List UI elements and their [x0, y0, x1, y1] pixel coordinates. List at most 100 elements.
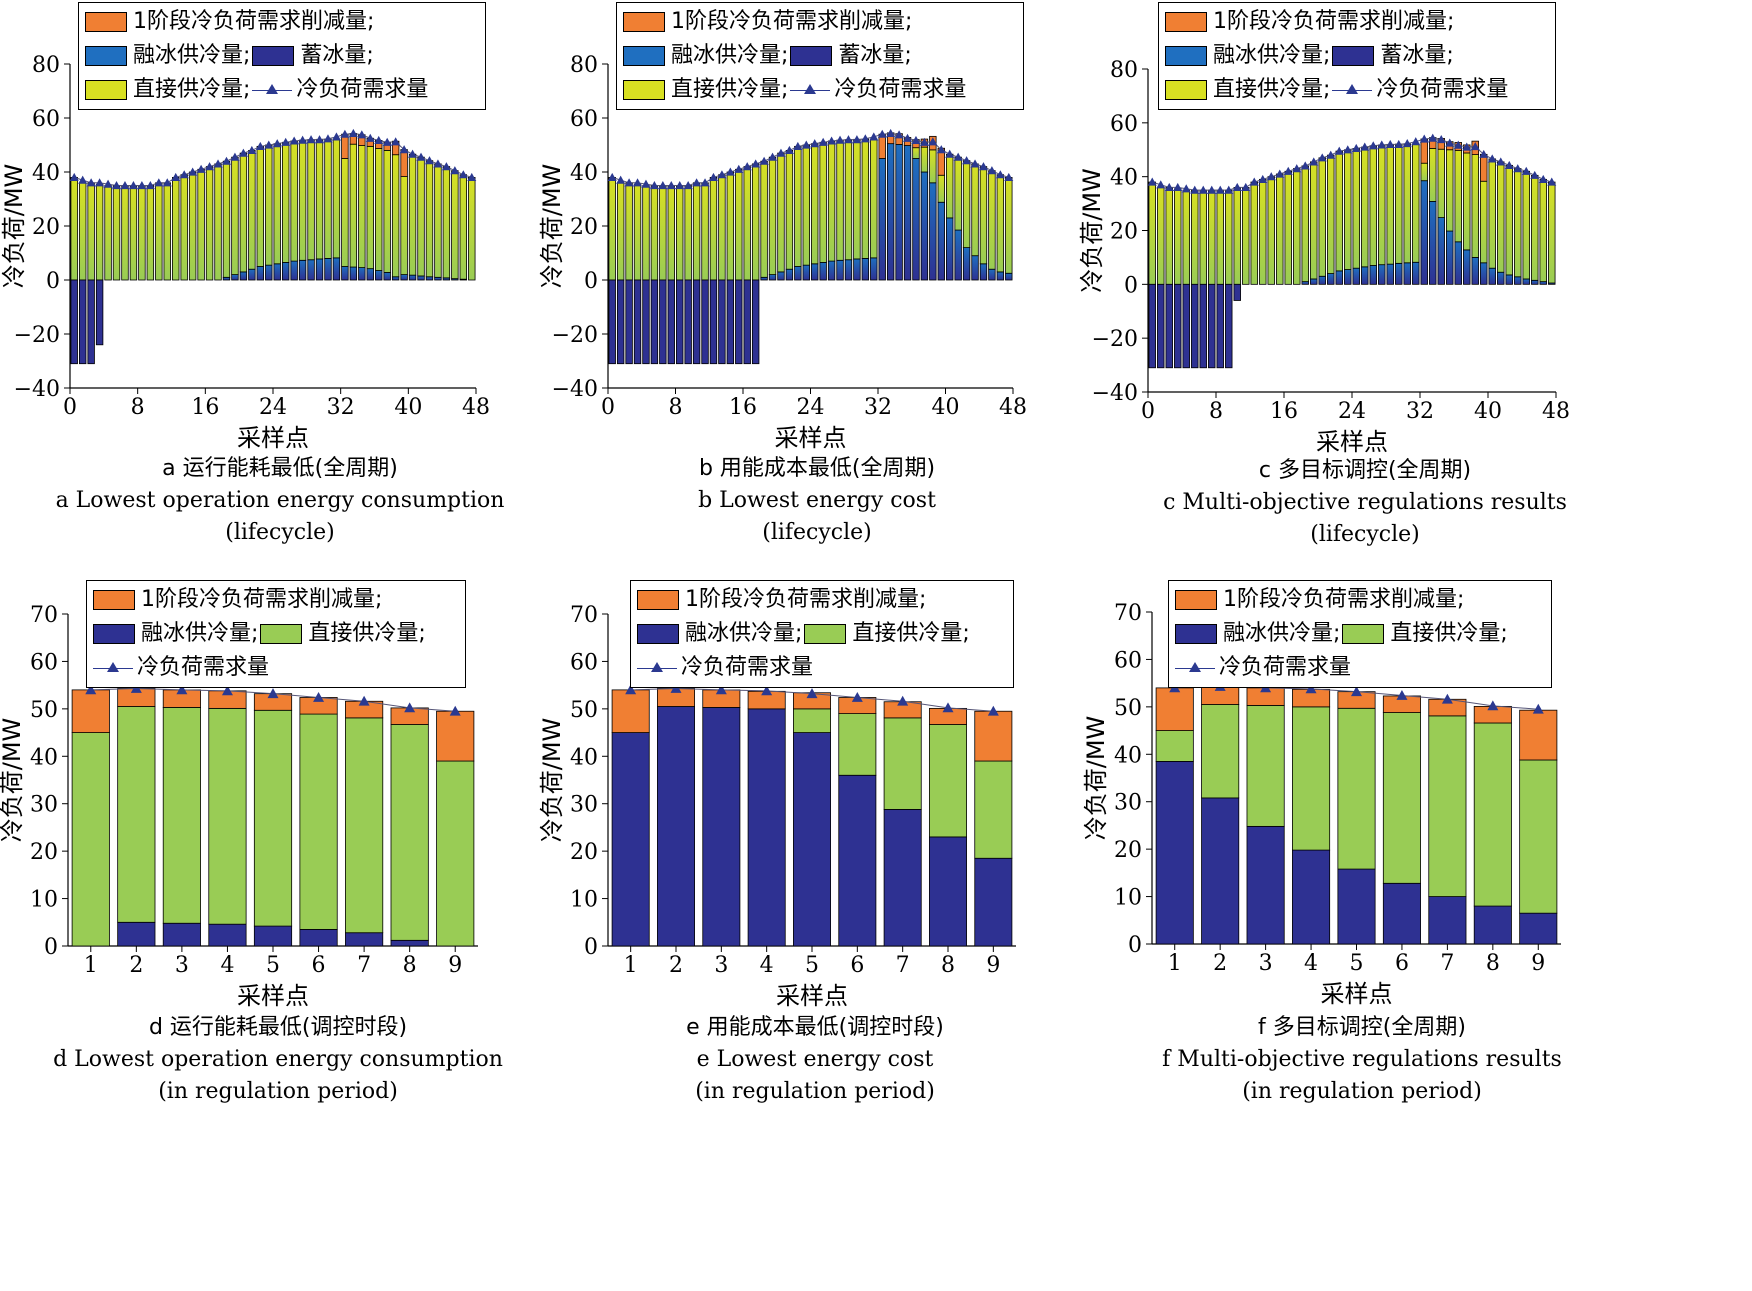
bar-melt — [861, 257, 870, 281]
caption-cn: e 用能成本最低(调控时段) — [686, 1015, 944, 1040]
bar-direct — [1233, 187, 1241, 285]
bar-storage — [1148, 283, 1156, 369]
bar-melt — [836, 259, 844, 281]
y-tick-label: 80 — [1110, 58, 1138, 83]
demand-marker — [717, 170, 727, 179]
bar-direct — [408, 153, 417, 276]
bar-direct — [1242, 187, 1250, 285]
y-tick-label: 70 — [1114, 601, 1142, 626]
bar-melt — [853, 258, 861, 281]
legend-label: 冷负荷需求量 — [1219, 655, 1352, 680]
bar-direct — [231, 156, 239, 275]
bar-direct — [1428, 715, 1467, 897]
caption-en: d Lowest operation energy consumption — [53, 1047, 503, 1072]
bar-direct — [1473, 722, 1512, 907]
bar-direct — [1259, 178, 1267, 285]
y-tick-label: −20 — [14, 323, 60, 348]
demand-marker — [1504, 160, 1514, 169]
bar-storage — [692, 279, 701, 365]
bar-melt — [760, 276, 768, 281]
demand-marker — [1190, 185, 1200, 194]
demand-marker — [188, 167, 198, 176]
y-tick-label: −40 — [1092, 381, 1138, 406]
demand-marker — [313, 691, 325, 702]
legend-label: 冷负荷需求量 — [834, 77, 967, 102]
demand-marker — [365, 133, 375, 142]
x-tick-label: 40 — [394, 395, 422, 420]
demand-marker — [1470, 142, 1480, 151]
bar-direct — [1352, 148, 1360, 269]
y-tick-label: 20 — [30, 840, 58, 865]
demand-marker — [1377, 140, 1387, 149]
bar-melt — [281, 262, 290, 281]
legend-item: 1阶段冷负荷需求削减量; — [93, 583, 382, 617]
caption-en: (in regulation period) — [1242, 1079, 1482, 1104]
bar-direct — [642, 185, 650, 281]
bar-melt — [886, 143, 895, 281]
demand-marker — [1368, 141, 1378, 150]
bar-direct — [1301, 165, 1309, 283]
x-tick-label: 0 — [601, 395, 615, 420]
x-tick-label: 7 — [896, 953, 910, 978]
demand-marker — [95, 178, 105, 187]
demand-marker — [616, 175, 626, 184]
demand-marker — [761, 685, 773, 696]
demand-marker — [759, 156, 769, 165]
bar-storage — [616, 279, 625, 365]
bar-reduction — [1420, 138, 1428, 164]
x-tick-label: 24 — [797, 395, 825, 420]
swatch-icon — [93, 624, 135, 644]
bar-direct — [853, 138, 861, 260]
demand-marker — [1532, 703, 1544, 714]
demand-marker — [708, 172, 718, 181]
bar-reduction — [400, 149, 408, 177]
legend-item: 1阶段冷负荷需求削减量; — [623, 5, 912, 39]
bar-direct — [1429, 148, 1437, 202]
x-tick-label: 8 — [669, 395, 683, 420]
bar-melt — [793, 732, 831, 947]
demand-marker — [962, 156, 972, 165]
x-tick-label: 3 — [1259, 951, 1273, 976]
demand-marker — [683, 181, 693, 190]
bar-direct — [1292, 706, 1331, 851]
legend-item: 直接供冷量; — [623, 73, 788, 107]
x-tick-label: 48 — [999, 395, 1027, 420]
caption-c: c 多目标调控(全周期) c Multi-objective regulation… — [1085, 455, 1645, 551]
demand-marker — [1396, 689, 1408, 700]
y-tick-label: 70 — [570, 603, 598, 628]
bar-direct — [468, 176, 476, 281]
demand-marker — [162, 178, 172, 187]
bar-direct — [1335, 150, 1343, 272]
legend-label: 蓄冰量; — [1380, 43, 1454, 68]
swatch-icon — [85, 46, 127, 66]
bar-melt — [1473, 905, 1512, 945]
bar-direct — [197, 168, 205, 281]
bar-melt — [239, 271, 248, 281]
bar-storage — [633, 279, 642, 365]
demand-marker — [919, 137, 929, 146]
demand-marker — [978, 162, 988, 171]
swatch-icon — [623, 46, 665, 66]
caption-en: b Lowest energy cost — [698, 488, 936, 513]
x-tick-label: 32 — [864, 395, 892, 420]
bar-direct — [929, 724, 967, 838]
bar-melt — [988, 268, 996, 281]
demand-marker — [776, 148, 786, 157]
legend-label: 蓄冰量; — [838, 43, 912, 68]
bar-direct — [1165, 187, 1173, 285]
caption-a: a 运行能耗最低(全周期) a Lowest operation energy c… — [0, 453, 560, 549]
caption-en: c Multi-objective regulations results — [1163, 490, 1567, 515]
bar-direct — [962, 160, 971, 249]
bar-storage — [650, 279, 659, 365]
bar-direct — [684, 185, 692, 281]
demand-marker — [897, 695, 909, 706]
demand-marker — [1224, 185, 1234, 194]
legend-item: 1阶段冷负荷需求削减量; — [1165, 5, 1454, 39]
demand-marker — [1487, 700, 1499, 711]
demand-marker — [145, 181, 155, 190]
x-tick-label: 3 — [714, 953, 728, 978]
caption-d: d 运行能耗最低(调控时段) d Lowest operation energy … — [0, 1012, 558, 1108]
demand-marker — [953, 152, 963, 161]
bar-reduction — [341, 133, 349, 159]
bar-reduction — [436, 710, 475, 762]
